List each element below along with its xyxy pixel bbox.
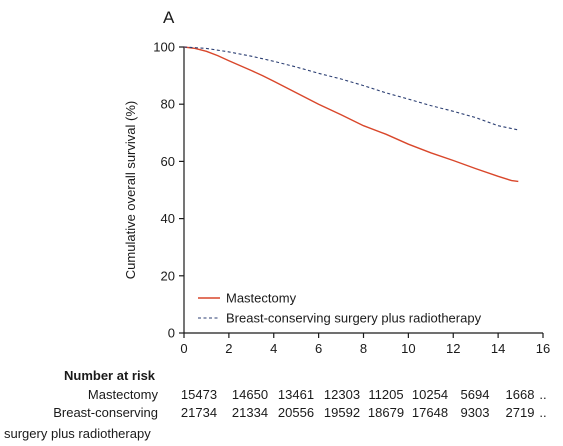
x-tick-label: 12 [446,341,460,356]
risk-cell: 20556 [277,405,315,420]
x-tick-label: 6 [315,341,322,356]
risk-cell: 5694 [460,387,490,402]
y-tick-label: 60 [161,154,175,169]
risk-row-name-line2: surgery plus radiotherapy [4,426,151,441]
y-tick-label: 40 [161,211,175,226]
risk-cell: 21334 [231,405,269,420]
risk-cell: 11205 [368,387,404,402]
axes: 0 20 40 60 80 100 0 2 4 6 8 10 12 14 16 [153,40,550,357]
series-line-mastectomy [183,46,519,183]
risk-cell: 10254 [411,387,449,402]
panel-label: A [163,8,175,27]
risk-cell: 1668 [505,387,535,402]
risk-cell: 14650 [231,387,269,402]
x-tick-label: 0 [180,341,187,356]
series-line-breast-conserving [183,46,519,131]
legend: Mastectomy Breast-conserving surgery plus… [198,291,482,326]
x-tick-label: 14 [491,341,505,356]
y-tick-label: 20 [161,268,175,283]
y-tick-label: 100 [153,40,175,55]
risk-row-name: Mastectomy [87,387,158,402]
legend-label: Breast-conserving surgery plus radiother… [226,311,482,326]
risk-cell: 2719 [505,405,535,420]
risk-cell: 17648 [411,405,449,420]
risk-cell: .. [539,387,547,402]
risk-cell: 12303 [323,387,361,402]
risk-cell: 13461 [277,387,315,402]
y-tick-label: 0 [168,326,175,341]
x-tick-label: 2 [225,341,232,356]
series-layer [183,46,519,183]
risk-table-title: Number at risk [64,368,156,383]
risk-cell: 21734 [180,405,218,420]
y-axis-label: Cumulative overall survival (%) [123,101,138,279]
x-tick-label: 4 [270,341,277,356]
risk-cell: .. [539,405,547,420]
x-tick-label: 16 [536,341,550,356]
x-tick-label: 10 [401,341,415,356]
risk-row-name: Breast-conserving [53,405,158,420]
legend-label: Mastectomy [226,291,297,306]
x-tick-label: 8 [360,341,367,356]
y-tick-label: 80 [161,97,175,112]
risk-cell: 15473 [180,387,218,402]
risk-cell: 18679 [367,405,405,420]
risk-cell: 19592 [323,405,361,420]
risk-cell: 9303 [460,405,490,420]
